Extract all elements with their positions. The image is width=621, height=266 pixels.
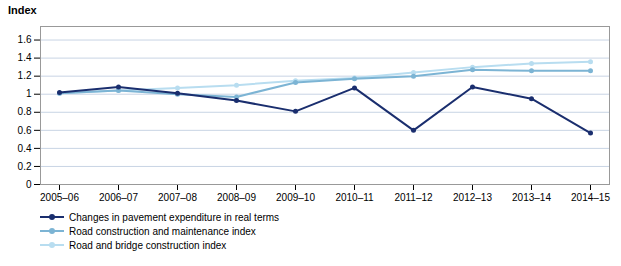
svg-text:0.6: 0.6 [18, 125, 32, 136]
svg-text:2008–09: 2008–09 [217, 192, 256, 203]
svg-text:2013–14: 2013–14 [512, 192, 551, 203]
svg-text:1.6: 1.6 [18, 34, 32, 45]
svg-text:1.4: 1.4 [18, 52, 32, 63]
svg-text:2014–15: 2014–15 [571, 192, 610, 203]
html-text:Road and bridge construction i: Road and bridge construction index [69, 239, 227, 251]
svg-text:2009–10: 2009–10 [276, 192, 315, 203]
svg-text:1: 1 [26, 88, 32, 99]
html-text:Road construction and maintena: Road construction and maintenance index [69, 225, 256, 237]
html-text:Index: Index [8, 4, 37, 16]
html-text:Changes in pavement expenditur: Changes in pavement expenditure in real … [69, 211, 280, 223]
svg-text:2005–06: 2005–06 [40, 192, 79, 203]
svg-text:2006–07: 2006–07 [99, 192, 138, 203]
svg-text:2012–13: 2012–13 [453, 192, 492, 203]
svg-text:0.8: 0.8 [18, 106, 32, 117]
svg-text:2007–08: 2007–08 [158, 192, 197, 203]
svg-text:2010–11: 2010–11 [335, 192, 374, 203]
svg-text:0.2: 0.2 [18, 161, 32, 172]
svg-text:2011–12: 2011–12 [394, 192, 433, 203]
svg-text:1.2: 1.2 [18, 70, 32, 81]
svg-text:0: 0 [26, 179, 32, 190]
svg-text:0.4: 0.4 [18, 143, 32, 154]
